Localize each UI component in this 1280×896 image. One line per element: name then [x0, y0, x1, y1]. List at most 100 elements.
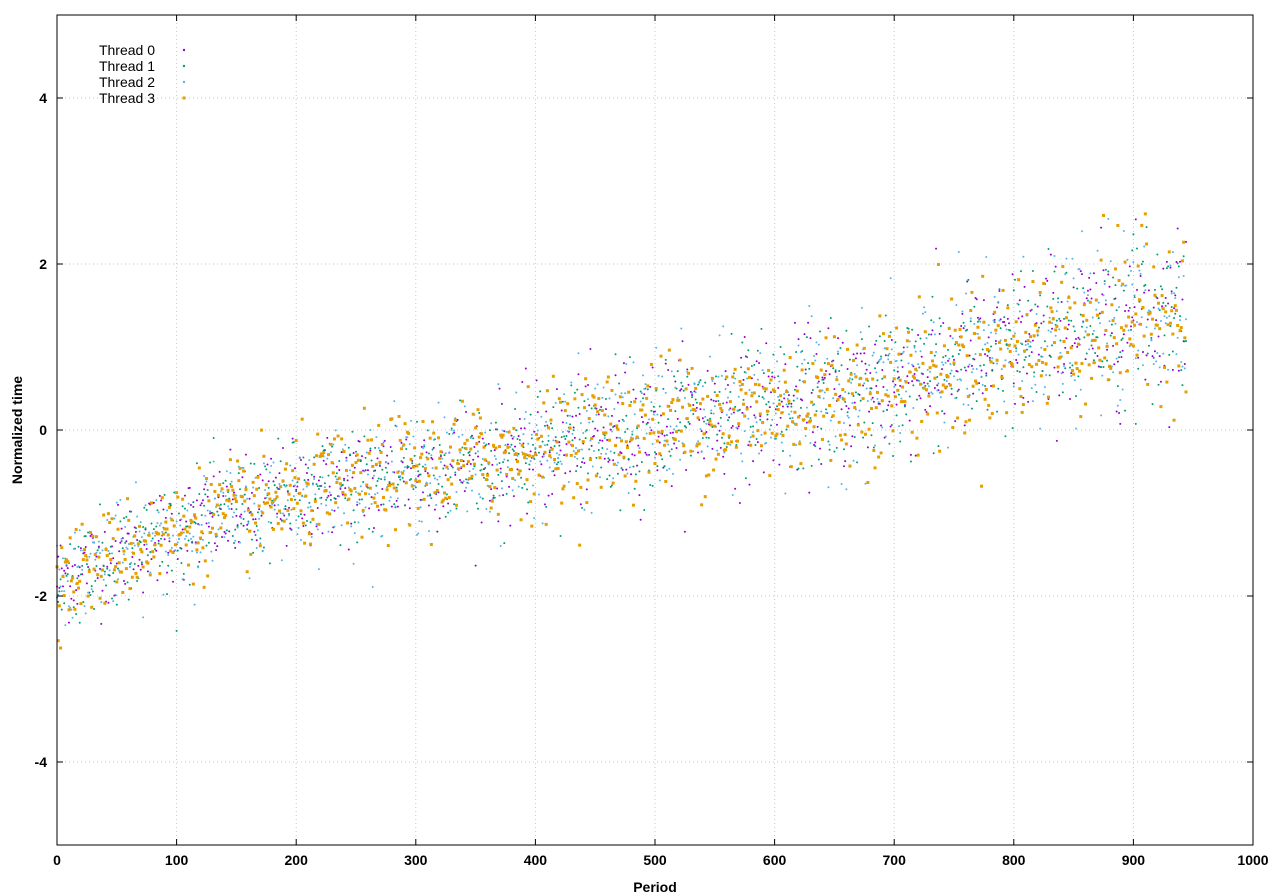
point	[388, 499, 391, 502]
point	[600, 466, 603, 469]
point	[1094, 352, 1097, 355]
point	[532, 468, 535, 471]
point	[1082, 321, 1085, 324]
point	[631, 453, 634, 456]
point	[631, 433, 634, 436]
point	[299, 459, 302, 462]
point	[225, 529, 228, 532]
point	[252, 518, 255, 521]
point	[828, 443, 831, 446]
point	[1168, 315, 1171, 318]
point	[1120, 339, 1123, 342]
point	[1035, 362, 1039, 366]
point	[69, 585, 72, 588]
point	[1134, 357, 1137, 360]
point	[929, 380, 932, 383]
point	[231, 534, 234, 537]
point	[570, 444, 574, 448]
point	[673, 375, 676, 378]
point	[335, 480, 339, 484]
point	[653, 462, 657, 466]
point	[1158, 366, 1161, 369]
x-axis-label: Period	[633, 879, 677, 895]
point	[517, 434, 520, 437]
point	[856, 423, 860, 427]
point	[223, 503, 226, 506]
point	[656, 413, 659, 416]
point	[99, 503, 102, 506]
point	[186, 549, 189, 552]
point	[733, 367, 737, 371]
point	[864, 372, 867, 375]
legend-marker	[182, 48, 186, 52]
point	[1126, 258, 1129, 261]
point	[152, 501, 155, 504]
point	[208, 531, 212, 535]
point	[887, 358, 890, 361]
point	[861, 397, 865, 401]
point	[396, 483, 399, 486]
point	[805, 406, 808, 409]
point	[1119, 326, 1123, 330]
point	[198, 560, 201, 563]
point	[1125, 304, 1128, 307]
point	[1158, 355, 1161, 358]
point	[875, 390, 879, 394]
point	[1003, 338, 1007, 342]
point	[463, 490, 466, 493]
point	[734, 487, 737, 490]
point	[810, 315, 813, 318]
point	[576, 464, 579, 467]
point	[390, 460, 393, 463]
point	[542, 455, 545, 458]
point	[1124, 409, 1127, 412]
point	[878, 402, 881, 405]
point	[692, 408, 696, 412]
point	[1142, 334, 1146, 338]
point	[238, 488, 241, 491]
point	[981, 348, 984, 351]
point	[1028, 333, 1031, 336]
point	[1052, 297, 1055, 300]
point	[635, 435, 639, 439]
point	[414, 477, 417, 480]
point	[148, 573, 152, 577]
point	[481, 497, 484, 500]
point	[229, 448, 232, 451]
point	[369, 429, 372, 432]
point	[399, 478, 402, 481]
point	[124, 541, 127, 544]
point	[333, 497, 336, 500]
point	[927, 385, 930, 388]
point	[161, 530, 164, 533]
point	[1119, 422, 1122, 425]
point	[883, 375, 887, 379]
point	[1076, 345, 1079, 348]
point	[59, 578, 62, 581]
point	[895, 359, 898, 362]
x-tick-label: 200	[285, 852, 309, 868]
point	[571, 432, 574, 435]
point	[68, 536, 72, 540]
point	[805, 336, 808, 339]
point	[120, 540, 123, 543]
point	[548, 454, 552, 458]
point	[210, 526, 214, 530]
point	[1031, 280, 1035, 284]
point	[1024, 356, 1027, 359]
point	[462, 464, 466, 468]
point	[865, 387, 868, 390]
point	[715, 394, 719, 398]
point	[497, 473, 500, 476]
point	[719, 406, 723, 410]
point	[204, 483, 207, 486]
point	[539, 390, 542, 393]
point	[1100, 310, 1104, 314]
point	[973, 305, 976, 308]
point	[535, 424, 538, 427]
point	[338, 468, 341, 471]
point	[926, 376, 929, 379]
point	[825, 408, 828, 411]
point	[1024, 340, 1027, 343]
point	[412, 488, 415, 491]
